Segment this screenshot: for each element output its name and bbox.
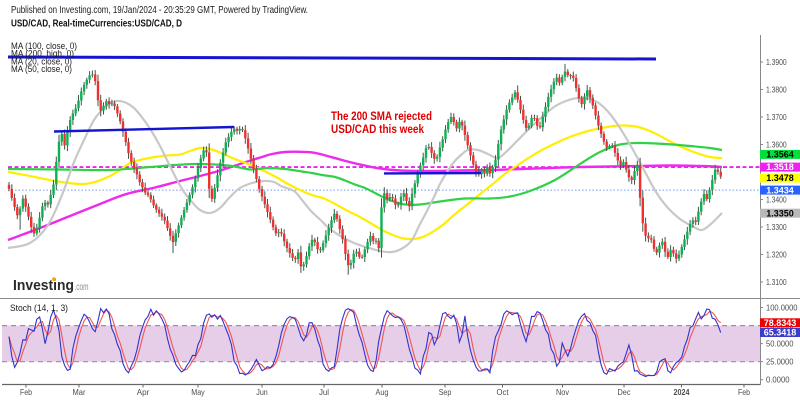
svg-text:Aug: Aug xyxy=(376,388,389,397)
svg-text:Investing: Investing xyxy=(13,277,74,294)
svg-text:1.3600: 1.3600 xyxy=(766,140,787,149)
svg-text:65.3418: 65.3418 xyxy=(764,328,797,338)
svg-text:0.0000: 0.0000 xyxy=(766,376,790,385)
svg-text:78.8343: 78.8343 xyxy=(764,318,797,328)
svg-text:MA (50, close, 0): MA (50, close, 0) xyxy=(11,64,72,75)
svg-text:1.3400: 1.3400 xyxy=(766,195,787,204)
svg-text:50.0000: 50.0000 xyxy=(766,340,794,349)
svg-text:1.3564: 1.3564 xyxy=(766,150,794,160)
svg-text:1.3200: 1.3200 xyxy=(766,250,787,259)
svg-text:May: May xyxy=(191,388,205,397)
svg-text:1.3434: 1.3434 xyxy=(766,185,794,195)
svg-text:1.3478: 1.3478 xyxy=(766,173,794,183)
svg-text:1.3300: 1.3300 xyxy=(766,223,787,232)
svg-text:100.0000: 100.0000 xyxy=(766,303,798,312)
svg-text:Published on Investing.com, 19: Published on Investing.com, 19/Jan/2024 … xyxy=(11,5,308,16)
svg-text:Oct: Oct xyxy=(497,388,510,397)
svg-text:1.3100: 1.3100 xyxy=(766,278,787,287)
svg-text:1.3518: 1.3518 xyxy=(766,162,794,172)
svg-text:Sep: Sep xyxy=(439,388,452,397)
svg-text:Jul: Jul xyxy=(319,388,329,397)
svg-text:.com: .com xyxy=(75,282,89,293)
svg-text:Stoch (14, 1, 3): Stoch (14, 1, 3) xyxy=(10,303,68,314)
svg-text:Jun: Jun xyxy=(256,388,268,397)
svg-text:Apr: Apr xyxy=(137,388,150,397)
svg-text:The 200 SMA rejected: The 200 SMA rejected xyxy=(331,109,432,123)
svg-text:Feb: Feb xyxy=(738,388,750,397)
svg-text:2024: 2024 xyxy=(674,388,690,397)
svg-text:Dec: Dec xyxy=(618,388,631,397)
svg-text:1.3700: 1.3700 xyxy=(766,113,787,122)
svg-text:USD/CAD this week: USD/CAD this week xyxy=(331,122,424,136)
svg-text:Feb: Feb xyxy=(20,388,32,397)
svg-text:1.3900: 1.3900 xyxy=(766,58,787,67)
svg-text:Nov: Nov xyxy=(556,388,569,397)
svg-text:USD/CAD, Real-timeCurrencies:U: USD/CAD, Real-timeCurrencies:USD/CAD, D xyxy=(11,18,182,30)
svg-text:1.3800: 1.3800 xyxy=(766,85,787,94)
svg-text:25.0000: 25.0000 xyxy=(766,358,794,367)
svg-text:1.3350: 1.3350 xyxy=(766,208,794,218)
svg-text:Mar: Mar xyxy=(73,388,86,397)
